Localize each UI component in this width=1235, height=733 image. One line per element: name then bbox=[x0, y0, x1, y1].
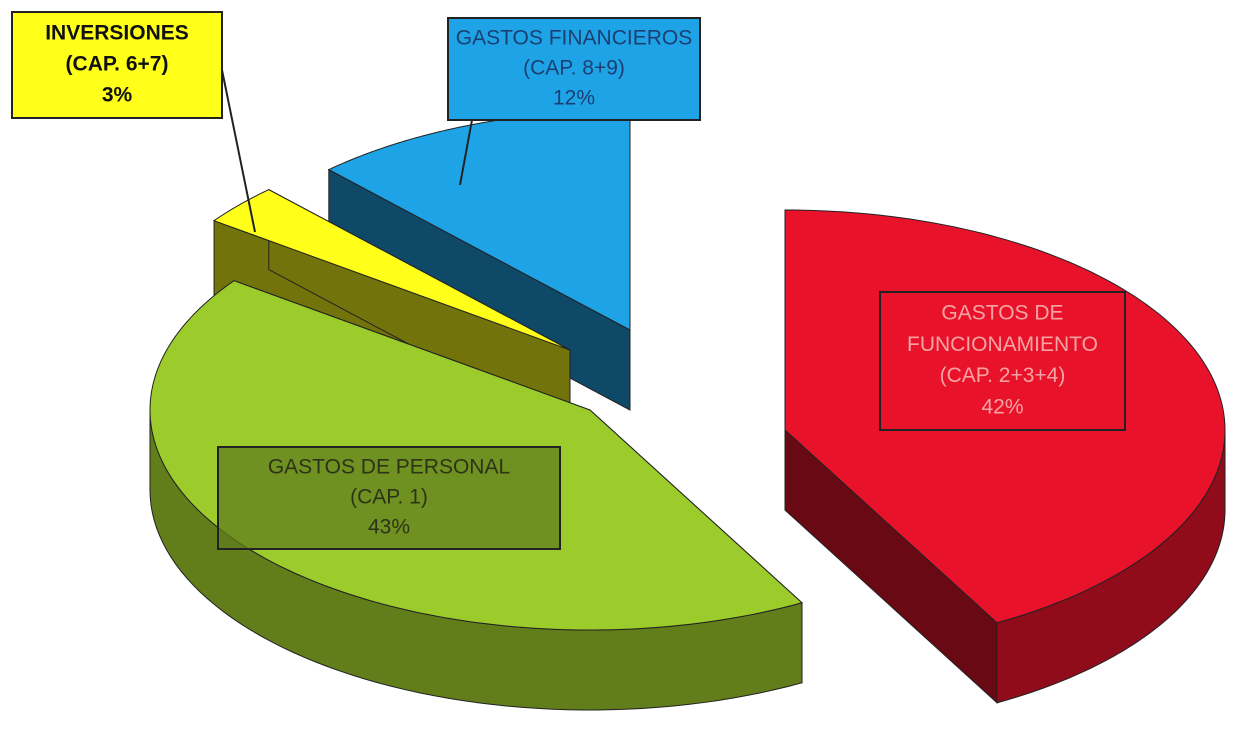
label-box bbox=[217, 446, 561, 550]
slice-label: 43% bbox=[368, 516, 410, 539]
slice-label: FUNCIONAMIENTO bbox=[907, 333, 1098, 356]
slice bbox=[212, 189, 571, 351]
label-box bbox=[11, 11, 223, 119]
slice-label: (CAP. 8+9) bbox=[523, 57, 625, 80]
leader-line bbox=[221, 69, 256, 233]
slice-label: (CAP. 6+7) bbox=[66, 53, 169, 76]
slice-label: (CAP. 2+3+4) bbox=[940, 364, 1066, 387]
label-box bbox=[879, 291, 1126, 431]
slice-label: GASTOS DE PERSONAL bbox=[268, 456, 510, 479]
slice-label: GASTOS FINANCIEROS bbox=[456, 27, 693, 50]
slice-label: INVERSIONES bbox=[45, 21, 189, 44]
slice-label: 3% bbox=[102, 84, 133, 107]
slice-label: GASTOS DE bbox=[941, 302, 1063, 325]
label-box bbox=[447, 17, 701, 121]
slice-label: (CAP. 1) bbox=[350, 486, 428, 509]
slice-label: 42% bbox=[981, 396, 1023, 419]
slice bbox=[784, 209, 1226, 624]
slice-label: 12% bbox=[553, 87, 595, 110]
leader-line bbox=[459, 119, 473, 186]
